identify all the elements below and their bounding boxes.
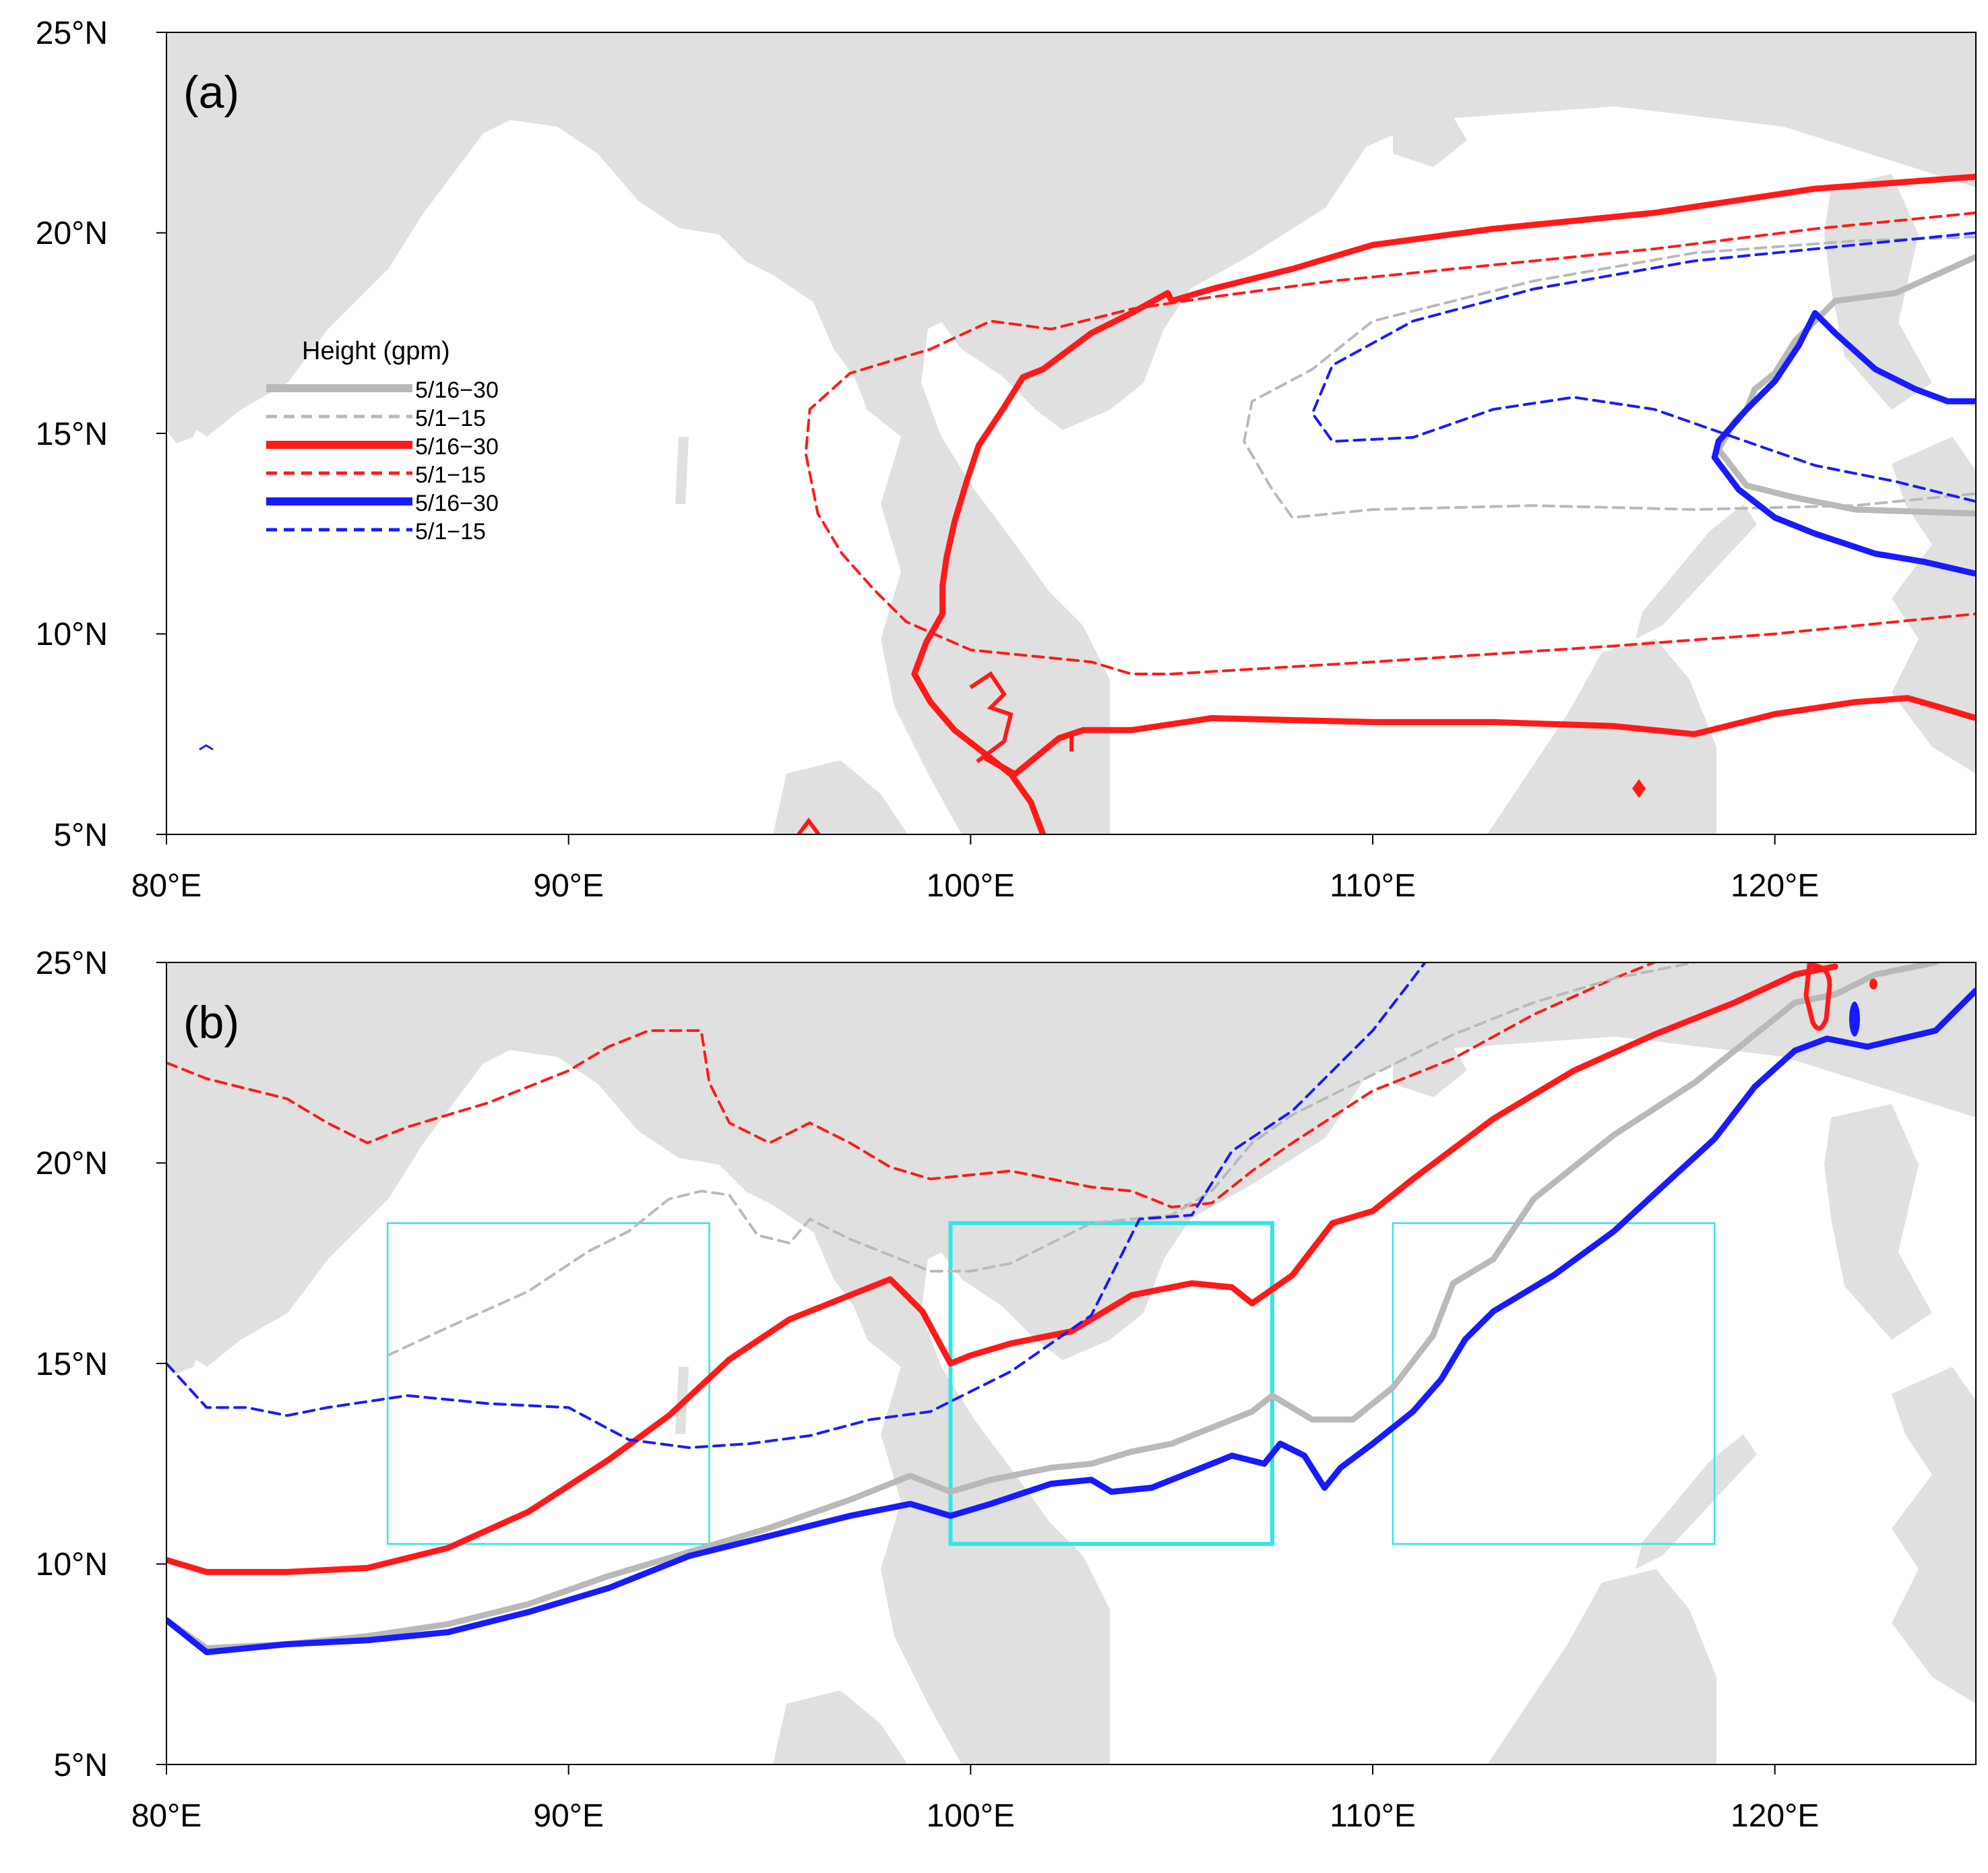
y-tick-label: 15°N: [36, 1347, 108, 1382]
panel-b-label: (b): [183, 997, 239, 1048]
panel-b-x-axis: 80°E 90°E 100°E 110°E 120°E: [131, 1764, 1819, 1834]
y-tick-label: 20°N: [36, 1146, 108, 1181]
panel-a-contours: [804, 173, 1976, 834]
x-tick-label: 110°E: [1330, 1798, 1416, 1834]
x-tick-label: 90°E: [533, 868, 604, 904]
legend-entry: 5/1−15: [266, 519, 486, 545]
blue-contour-blob-taiwan: [1849, 1002, 1860, 1037]
panel-b-regions: [386, 1221, 1716, 1546]
x-tick-label: 120°E: [1731, 1798, 1819, 1834]
region-box-2: [948, 1221, 1274, 1546]
y-tick-label: 5°N: [53, 818, 108, 853]
panel-a-map: [166, 32, 1976, 834]
legend-entry: 5/16−30: [266, 377, 499, 403]
x-tick-label: 90°E: [533, 1798, 604, 1834]
panel-b-contours: [166, 962, 1976, 1655]
x-tick-label: 100°E: [927, 868, 1015, 904]
legend-entry: 5/16−30: [266, 434, 499, 460]
red-contour-blob-sumatra: [797, 818, 821, 834]
contour-red-solid: [983, 695, 1976, 778]
legend-entry-label: 5/1−15: [415, 462, 486, 488]
legend-entry: 5/1−15: [266, 462, 486, 488]
legend-entry-label: 5/1−15: [415, 406, 486, 431]
y-tick-label: 25°N: [36, 946, 108, 981]
y-tick-label: 10°N: [36, 617, 108, 652]
panel-a-y-axis: 5°N 10°N 15°N 20°N 25°N: [36, 16, 166, 853]
x-tick-label: 100°E: [927, 1798, 1015, 1834]
legend-entry-label: 5/16−30: [415, 491, 499, 516]
y-tick-label: 25°N: [36, 16, 108, 51]
legend-entry-label: 5/1−15: [415, 519, 486, 545]
contour-gray-dashed: [386, 962, 1696, 1357]
panel-b-y-axis: 5°N 10°N 15°N 20°N 25°N: [36, 946, 166, 1783]
legend-entry: 5/1−15: [266, 406, 486, 431]
contour-blue-solid: [1711, 310, 1976, 577]
contour-blue-dashed: [166, 962, 1427, 1449]
legend: Height (gpm) 5/16−30 5/1−15 5/16−30 5/1−…: [266, 337, 499, 545]
region-box-1: [386, 1222, 710, 1545]
panel-a-x-axis: 80°E 90°E 100°E 110°E 120°E: [131, 834, 1819, 904]
x-tick-label: 80°E: [131, 1798, 202, 1834]
blue-contour-blob-srilanka: [199, 744, 214, 751]
panel-a: 5°N 10°N 15°N 20°N 25°N 80°E 90°E 100°E …: [36, 16, 1977, 904]
red-contour-loop-taiwan: [1803, 962, 1832, 1031]
contour-blue-dashed: [1311, 231, 1976, 503]
x-tick-label: 110°E: [1330, 868, 1416, 904]
contour-red-solid: [911, 173, 1976, 834]
panel-b-map: [166, 962, 1976, 1764]
contour-gray-dashed: [1243, 235, 1976, 519]
y-tick-label: 10°N: [36, 1547, 108, 1583]
red-contour-hook: [969, 671, 1014, 764]
red-contour-blob-taiwan: [1869, 979, 1877, 989]
contour-red-dashed: [804, 211, 1976, 675]
panel-a-label: (a): [183, 67, 239, 118]
red-contour-blob-borneo: [1632, 779, 1646, 798]
contour-red-dashed: [166, 962, 1656, 1208]
legend-title: Height (gpm): [302, 337, 450, 365]
x-tick-label: 120°E: [1731, 868, 1819, 904]
contour-red-solid: [166, 963, 1838, 1575]
contour-blue-solid: [166, 987, 1976, 1655]
legend-entry-label: 5/16−30: [415, 377, 499, 403]
x-tick-label: 80°E: [131, 868, 202, 904]
legend-entry-label: 5/16−30: [415, 434, 499, 460]
panel-b: 5°N 10°N 15°N 20°N 25°N 80°E 90°E 100°E …: [36, 946, 1977, 1834]
legend-entry: 5/16−30: [266, 491, 499, 516]
contour-gray-solid: [166, 962, 1939, 1651]
y-tick-label: 20°N: [36, 216, 108, 251]
y-tick-label: 5°N: [53, 1748, 108, 1783]
y-tick-label: 15°N: [36, 417, 108, 452]
